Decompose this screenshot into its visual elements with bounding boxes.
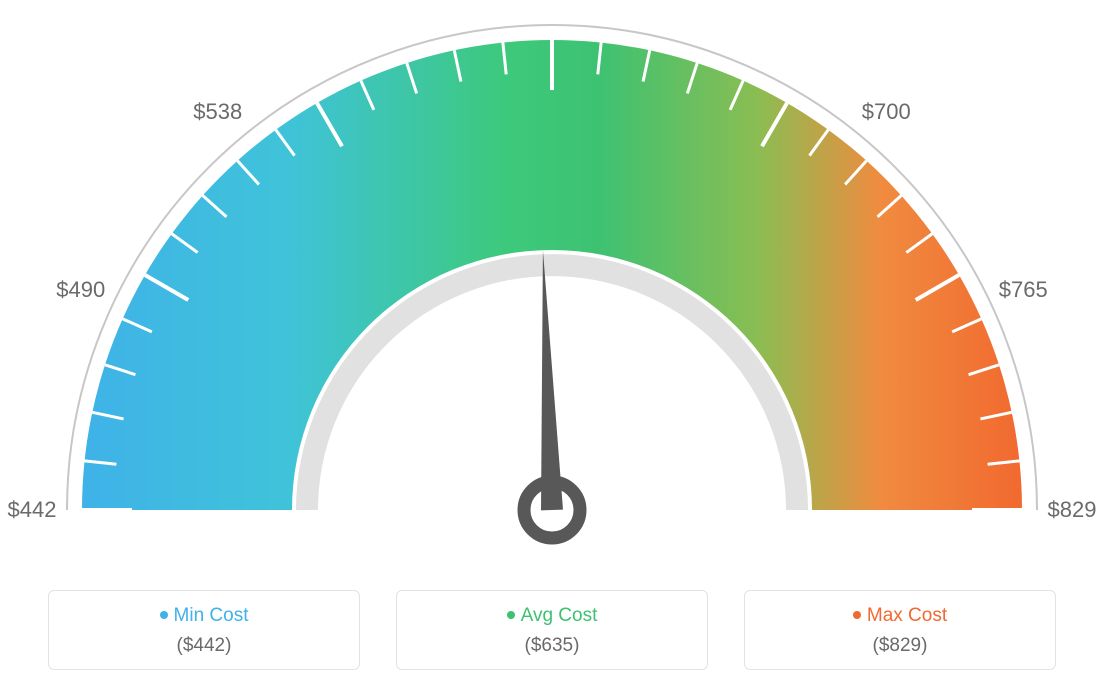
legend-card-avg: Avg Cost ($635) — [396, 590, 708, 670]
legend-dot-max — [853, 611, 861, 619]
gauge-svg — [0, 0, 1104, 570]
gauge-tick-label: $538 — [193, 99, 242, 125]
gauge-tick-label: $490 — [56, 277, 105, 303]
legend-dot-avg — [507, 611, 515, 619]
legend-value-min: ($442) — [49, 635, 359, 657]
legend-title-min-text: Min Cost — [174, 605, 249, 626]
legend-title-min: Min Cost — [49, 605, 359, 627]
gauge-tick-label: $700 — [862, 99, 911, 125]
gauge-tick-label: $765 — [999, 277, 1048, 303]
gauge-area — [0, 0, 1104, 570]
gauge-tick-label: $442 — [8, 497, 57, 523]
legend-card-min: Min Cost ($442) — [48, 590, 360, 670]
legend-title-max-text: Max Cost — [867, 605, 947, 626]
legend-dot-min — [160, 611, 168, 619]
legend-row: Min Cost ($442) Avg Cost ($635) Max Cost… — [0, 590, 1104, 670]
legend-value-max: ($829) — [745, 635, 1055, 657]
legend-title-avg-text: Avg Cost — [521, 605, 598, 626]
legend-card-max: Max Cost ($829) — [744, 590, 1056, 670]
legend-title-avg: Avg Cost — [397, 605, 707, 627]
legend-value-avg: ($635) — [397, 635, 707, 657]
cost-gauge-chart: $442 $490 $538 $635 $700 $765 $829 Min Cost ($… — [0, 0, 1104, 690]
gauge-tick-label: $829 — [1048, 497, 1097, 523]
legend-title-max: Max Cost — [745, 605, 1055, 627]
gauge-tick-label: $635 — [528, 0, 577, 3]
